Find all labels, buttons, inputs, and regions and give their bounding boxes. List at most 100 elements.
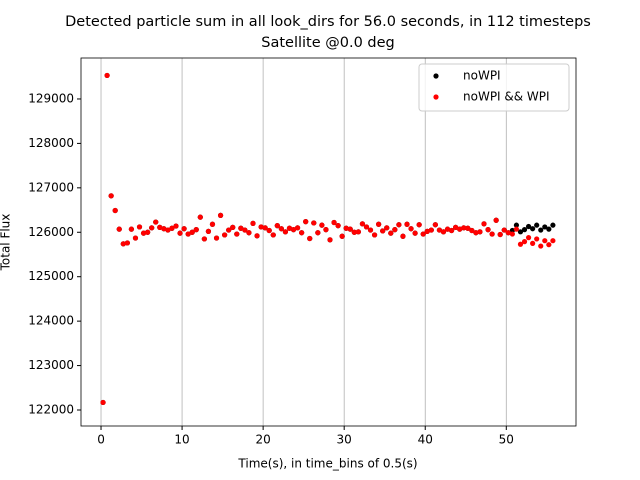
data-point (100, 399, 106, 406)
data-point (517, 241, 524, 247)
legend-box (418, 63, 570, 112)
data-point (505, 230, 511, 236)
data-point (124, 240, 130, 246)
data-point (546, 242, 552, 248)
data-point (424, 228, 430, 234)
data-point (120, 241, 126, 247)
data-point (169, 225, 175, 231)
data-point (157, 224, 163, 230)
x-axis-label: Time(s), in time_bins of 0.5(s) (237, 457, 417, 471)
x-tick-label: 50 (499, 433, 514, 447)
data-point (282, 229, 289, 235)
data-point (530, 226, 536, 232)
data-point (234, 231, 240, 237)
data-point (286, 225, 293, 231)
data-point (266, 227, 272, 234)
data-point (465, 225, 471, 231)
data-point (359, 221, 366, 227)
data-point (530, 240, 536, 246)
data-point (408, 226, 414, 232)
data-point (205, 228, 212, 234)
data-point (217, 212, 224, 218)
data-point (380, 228, 386, 234)
data-point (303, 219, 309, 225)
x-tick-label: 20 (255, 433, 270, 447)
y-axis-label: Total Flux (0, 214, 13, 272)
data-point (453, 224, 459, 230)
data-point (477, 229, 483, 235)
data-point (230, 224, 236, 230)
data-point (173, 223, 179, 229)
data-point (181, 226, 187, 232)
data-point (388, 230, 394, 236)
data-point (501, 227, 507, 233)
y-tick-label: 125000 (28, 269, 74, 283)
data-point (481, 221, 487, 227)
data-point (242, 227, 248, 233)
legend-marker (433, 94, 439, 100)
data-point (400, 233, 406, 239)
data-point (351, 229, 357, 235)
data-point (149, 225, 155, 231)
y-tick-label: 127000 (28, 180, 74, 194)
data-point (250, 220, 256, 226)
data-point (274, 223, 280, 229)
data-point (509, 227, 515, 234)
y-tick-label: 129000 (28, 91, 74, 105)
data-point (290, 227, 297, 233)
data-point (363, 224, 370, 230)
data-point (376, 221, 382, 227)
data-point (299, 230, 305, 236)
data-point (534, 236, 540, 242)
data-point (538, 243, 544, 249)
data-point (335, 223, 341, 229)
data-point (189, 229, 195, 235)
data-point (420, 231, 426, 237)
data-point (185, 231, 191, 237)
y-tick-label: 126000 (28, 225, 74, 239)
data-point (319, 222, 325, 228)
data-point (534, 222, 540, 228)
data-point (140, 230, 147, 236)
chart-title: Detected particle sum in all look_dirs f… (65, 14, 591, 30)
data-point (461, 225, 467, 231)
data-point (493, 217, 499, 223)
data-point (331, 219, 337, 226)
data-point (327, 237, 333, 243)
data-point (525, 235, 532, 241)
data-point (440, 229, 447, 235)
data-point (347, 226, 353, 232)
data-point (270, 232, 276, 238)
data-point (550, 238, 556, 244)
data-point (448, 227, 455, 234)
data-point (343, 225, 349, 231)
legend-marker (433, 73, 439, 79)
y-tick-label: 122000 (28, 403, 74, 417)
chart-subtitle: Satellite @0.0 deg (261, 35, 395, 51)
data-point (201, 236, 207, 242)
data-point (294, 225, 301, 231)
data-point (222, 232, 228, 238)
data-point (262, 225, 268, 231)
data-point (153, 219, 159, 225)
data-point (136, 224, 143, 230)
legend-label: noWPI (463, 69, 501, 83)
data-point (213, 235, 220, 241)
data-point (428, 227, 434, 233)
x-tick-label: 30 (337, 433, 352, 447)
data-point (145, 229, 151, 235)
data-point (497, 231, 503, 238)
data-point (226, 227, 232, 233)
data-point (371, 232, 378, 238)
data-point (473, 230, 479, 236)
data-point (246, 230, 252, 236)
x-tick-label: 10 (174, 433, 189, 447)
data-point (412, 230, 418, 236)
plot-frame (80, 57, 577, 427)
y-tick-label: 123000 (28, 358, 74, 372)
data-point (323, 227, 329, 233)
data-point (339, 233, 345, 239)
data-point (513, 226, 520, 232)
data-point (197, 214, 203, 220)
